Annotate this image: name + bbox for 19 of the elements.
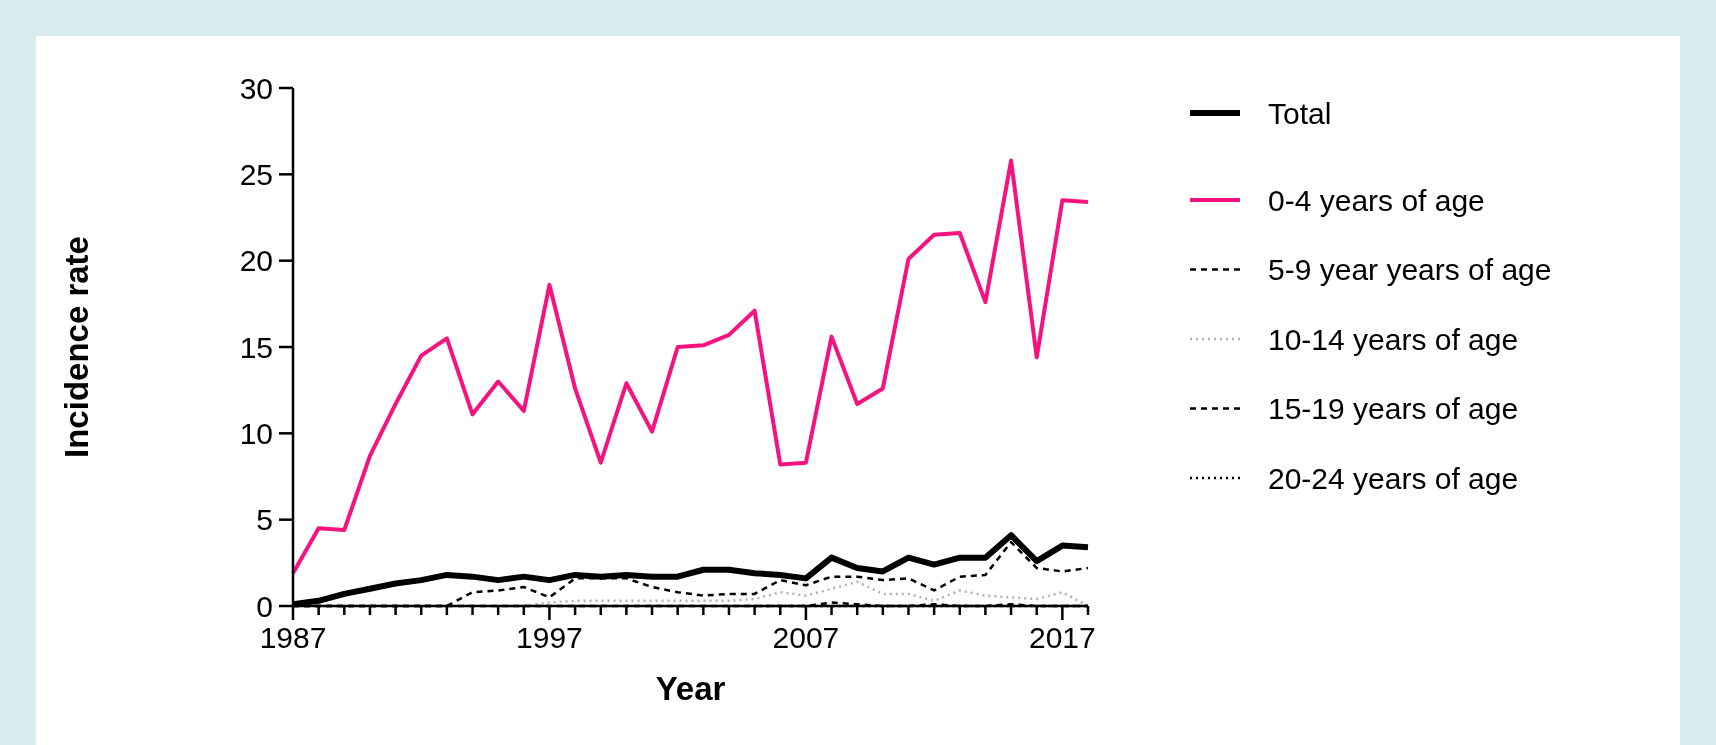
legend-label: 0-4 years of age <box>1268 183 1485 217</box>
y-tick-label: 30 <box>239 71 273 105</box>
x-axis-title: Year <box>655 670 726 707</box>
y-tick-label: 15 <box>239 330 273 364</box>
y-tick-label: 10 <box>239 416 273 450</box>
legend-label: 5-9 year years of age <box>1268 253 1552 286</box>
x-tick-label: 1987 <box>259 621 327 654</box>
legend-label: 10-14 years of age <box>1268 322 1519 356</box>
x-tick-label: 1997 <box>516 621 583 654</box>
y-axis-title: Incidence rate <box>58 236 95 458</box>
legend-label: Total <box>1268 96 1332 130</box>
legend-label: 20-24 years of age <box>1268 461 1519 495</box>
x-tick-label: 2007 <box>772 621 840 654</box>
legend-label: 15-19 years of age <box>1268 392 1519 425</box>
y-tick-label: 0 <box>256 589 273 623</box>
x-tick-label: 2017 <box>1028 621 1096 654</box>
y-tick-label: 25 <box>239 157 273 191</box>
y-tick-label: 5 <box>256 503 273 537</box>
y-tick-label: 20 <box>239 244 273 278</box>
